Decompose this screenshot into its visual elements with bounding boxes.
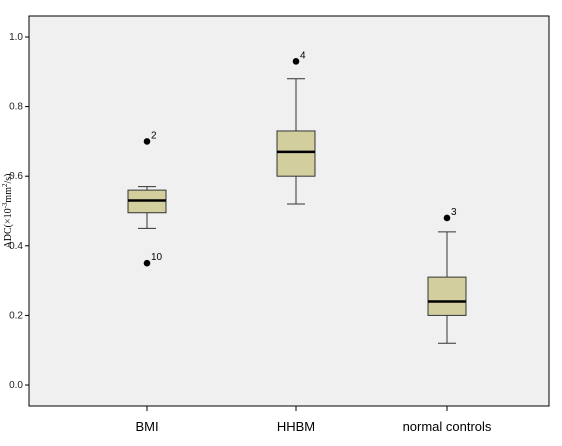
y-tick-label: 0.0: [9, 380, 23, 391]
y-tick-label: 0.2: [9, 310, 23, 321]
y-tick-label: 0.6: [9, 171, 23, 182]
y-tick-label: 0.4: [9, 241, 23, 252]
outlier-label: 3: [451, 207, 457, 218]
box-group: 4: [276, 50, 316, 205]
outlier-point: [292, 58, 300, 65]
outlier-point: [443, 214, 451, 222]
y-tick-label: 0.8: [9, 102, 23, 113]
y-tick-label: 1.0: [9, 32, 23, 43]
outlier-label: 2: [151, 130, 157, 141]
iqr-box: [276, 130, 316, 177]
outlier-label: 10: [151, 252, 163, 263]
x-category-label: BMI: [135, 419, 158, 434]
outlier-point: [143, 138, 151, 145]
x-axis: BMI HHBM normal controls: [135, 406, 492, 434]
box-group: 2 10: [127, 130, 167, 267]
x-category-label: normal controls: [403, 419, 492, 434]
y-axis: 0.0 0.2 0.4 0.6 0.8 1.0: [9, 32, 29, 391]
plot-area: [28, 15, 550, 407]
boxes: 2 10 4 3: [127, 50, 467, 344]
y-axis-label: ADC(×10-3mm2/s): [1, 174, 14, 249]
box-group: 3: [427, 207, 467, 344]
x-category-label: HHBM: [277, 419, 315, 434]
outlier-label: 4: [300, 50, 306, 61]
iqr-box: [427, 276, 467, 316]
outlier-point: [143, 259, 151, 267]
